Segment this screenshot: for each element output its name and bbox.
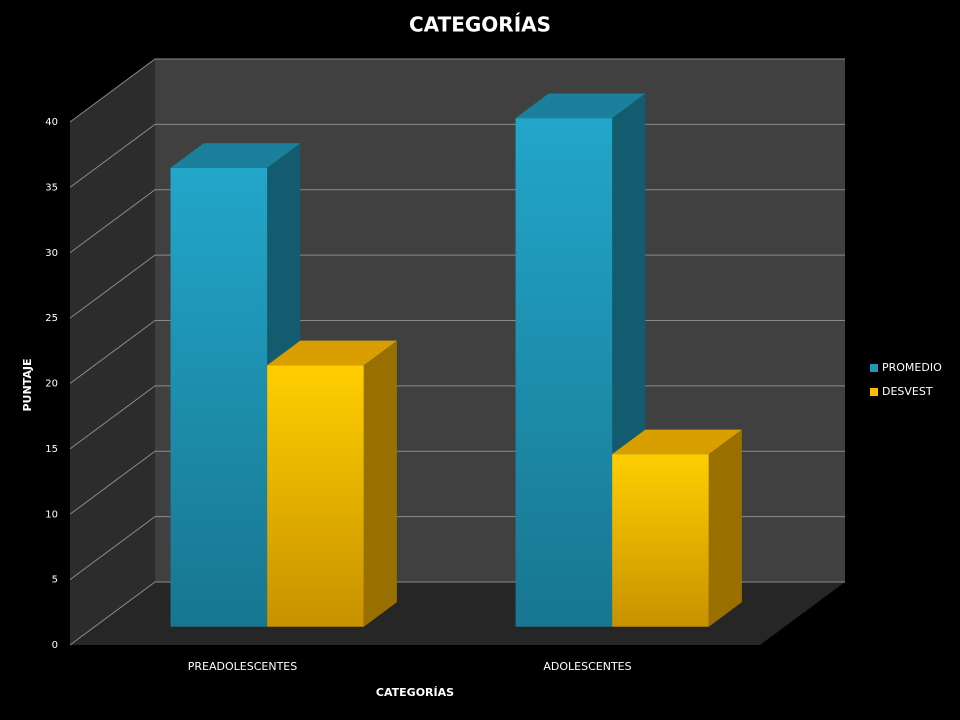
bar — [515, 93, 646, 627]
x-tick-label: PREADOLESCENTES — [188, 660, 297, 673]
y-tick-label: 35 — [45, 182, 58, 193]
y-axis-title: PUNTAJE — [21, 359, 34, 412]
bar-front — [170, 167, 268, 627]
chart-title: CATEGORÍAS — [409, 13, 551, 37]
bar-top — [170, 143, 301, 168]
x-tick-label: ADOLESCENTES — [543, 660, 631, 673]
legend-label: DESVEST — [882, 385, 933, 398]
bar — [612, 429, 742, 627]
bar-front — [515, 118, 613, 627]
bar-top — [267, 340, 397, 366]
y-tick-label: 25 — [45, 313, 58, 324]
legend-swatch — [870, 388, 878, 396]
bar — [267, 340, 397, 627]
y-tick-label: 10 — [45, 509, 58, 520]
legend-swatch — [870, 364, 878, 372]
y-tick-label: 5 — [52, 575, 58, 586]
bar-side — [708, 429, 742, 627]
bar-top — [612, 429, 742, 455]
bar-side — [363, 340, 397, 627]
y-tick-label: 20 — [45, 379, 58, 390]
y-tick-label: 0 — [52, 640, 58, 651]
y-tick-label: 30 — [45, 248, 58, 259]
y-tick-label: 40 — [45, 117, 58, 128]
bar-front — [267, 365, 364, 627]
bar-front — [612, 454, 709, 627]
grid-line — [69, 58, 845, 123]
x-axis-title: CATEGORÍAS — [376, 686, 454, 699]
legend-label: PROMEDIO — [882, 361, 942, 374]
y-tick-label: 15 — [45, 444, 58, 455]
bar-top — [515, 93, 646, 119]
